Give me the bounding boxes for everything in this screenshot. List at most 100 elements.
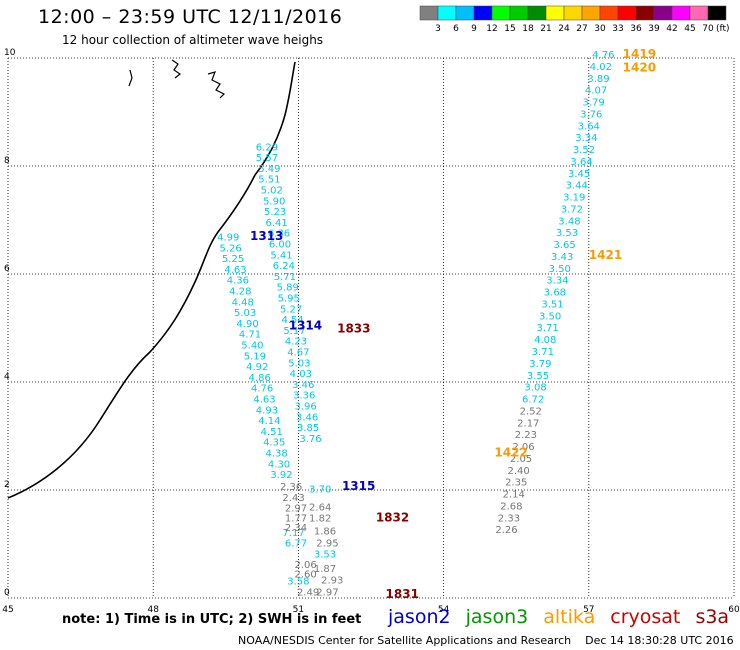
wave-height-value: 3.48: [558, 216, 580, 227]
x-tick-label: 54: [438, 605, 450, 615]
wave-height-value: 2.05: [510, 454, 532, 465]
wave-height-value: 3.96: [295, 402, 317, 413]
wave-height-value: 4.99: [217, 233, 239, 244]
wave-height-value: 5.17: [283, 326, 305, 337]
wave-height-value: 1.82: [309, 513, 331, 524]
colorbar-tick-label: 3: [435, 24, 441, 34]
wave-height-value: 1.77: [285, 513, 307, 524]
wave-height-value: 3.70: [309, 485, 331, 496]
wave-height-value: 1.87: [314, 564, 336, 575]
wave-height-value: 3.44: [566, 181, 588, 192]
wave-height-value: 4.03: [290, 369, 312, 380]
wave-height-value: 5.23: [264, 207, 286, 218]
satellite-legend: jason2 jason3 altika cryosat s3a: [388, 606, 738, 628]
wave-height-value: 4.51: [261, 427, 283, 438]
wave-height-value: 2.52: [520, 406, 542, 417]
colorbar-tick-label: 21: [540, 24, 551, 34]
page-subtitle: 12 hour collection of altimeter wave hei…: [62, 33, 324, 47]
wave-height-value: 4.54: [281, 315, 303, 326]
wave-height-value: 5.71: [274, 272, 296, 283]
wave-height-value: 3.71: [537, 323, 559, 334]
wave-height-value: 3.55: [527, 371, 549, 382]
x-tick-label: 57: [583, 605, 594, 615]
wave-height-value: 6.77: [285, 539, 307, 550]
pass-time-label: 1832: [376, 510, 409, 524]
wave-height-value: 3.53: [314, 550, 336, 561]
wave-height-value: 2.33: [498, 513, 520, 524]
wave-height-value: 5.25: [222, 254, 244, 265]
pass-time-label: 1314: [289, 319, 322, 333]
pass-time-label: 1833: [337, 321, 370, 335]
y-tick-label: 4: [4, 372, 10, 382]
wave-height-value: 3.85: [297, 423, 319, 434]
wave-height-value: 4.63: [224, 265, 246, 276]
pass-time-label: 1419: [623, 47, 656, 61]
satellite-s3a: s3a: [695, 606, 730, 628]
wave-height-value: 4.14: [258, 416, 280, 427]
wave-height-value: 2.64: [309, 503, 331, 514]
wave-height-value: 3.76: [580, 109, 602, 120]
wave-height-value: 3.34: [575, 133, 597, 144]
page-title: 12:00 – 23:59 UTC 12/11/2016: [38, 6, 343, 28]
wave-height-value: 3.79: [583, 98, 605, 109]
wave-height-value: 2.35: [505, 478, 527, 489]
wave-height-value: 3.08: [524, 383, 546, 394]
wave-height-value: 4.08: [534, 335, 556, 346]
wave-height-value: 3.92: [270, 470, 292, 481]
wave-height-value: 4.93: [256, 405, 278, 416]
wave-height-value: 2.68: [500, 501, 522, 512]
colorbar-unit-label: (ft): [716, 24, 730, 34]
wave-height-value: 5.03: [288, 358, 310, 369]
wave-height-value: 6.29: [256, 142, 278, 153]
wave-height-value: 5.03: [234, 308, 256, 319]
wave-height-value: 3.53: [556, 228, 578, 239]
y-tick-label: 2: [4, 480, 10, 490]
wave-height-value: 2.95: [316, 539, 338, 550]
pass-time-label: 1422: [494, 446, 527, 460]
wave-height-value: 5.19: [244, 351, 266, 362]
wave-height-value: 4.92: [246, 362, 268, 373]
wave-height-value: 4.67: [287, 348, 309, 359]
wave-height-value: 3.68: [544, 288, 566, 299]
y-tick-label: 0: [4, 588, 10, 598]
colorbar-tick-label: 33: [612, 24, 623, 34]
wave-height-value: 2.06: [512, 442, 534, 453]
wave-height-value: 4.76: [592, 50, 614, 61]
pass-time-label: 1831: [386, 587, 419, 601]
wave-height-value: 2.14: [503, 490, 525, 501]
wave-height-value: 2.17: [517, 418, 539, 429]
wave-height-value: 6.00: [269, 240, 291, 251]
colorbar-tick-label: 39: [648, 24, 660, 34]
y-tick-label: 8: [4, 156, 10, 166]
wave-height-value: 2.06: [295, 560, 317, 571]
wave-height-value: 3.34: [546, 276, 568, 287]
wave-height-value: 5.90: [263, 196, 285, 207]
wave-height-value: 5.02: [261, 186, 283, 197]
y-tick-label: 6: [4, 264, 10, 274]
wave-height-value: 3.52: [573, 145, 595, 156]
footer-note: note: 1) Time is in UTC; 2) SWH is in fe…: [62, 612, 362, 627]
wave-height-value: 4.36: [227, 276, 249, 287]
colorbar-tick-label: 9: [471, 24, 477, 34]
wave-height-value: 5.27: [280, 304, 302, 315]
wave-height-value: 6.36: [268, 229, 290, 240]
colorbar-tick-label: 70: [702, 24, 714, 34]
wave-height-value: 4.38: [265, 449, 287, 460]
wave-height-value: 4.30: [268, 459, 290, 470]
colorbar-tick-label: 12: [486, 24, 497, 34]
wave-height-value: 5.89: [277, 283, 299, 294]
wave-height-value: 3.43: [551, 252, 573, 263]
x-tick-label: 48: [147, 605, 159, 615]
x-tick-label: 45: [2, 605, 13, 615]
wave-height-value: 2.36: [280, 482, 302, 493]
wave-height-value: 4.07: [585, 86, 607, 97]
wave-height-value: 3.45: [568, 169, 590, 180]
colorbar-tick-label: 36: [630, 24, 642, 34]
pass-time-label: 1313: [250, 229, 283, 243]
wave-height-value: 5.49: [258, 164, 280, 175]
wave-height-value: 4.28: [229, 287, 251, 298]
wave-height-value: 3.50: [539, 311, 561, 322]
wave-height-value: 3.79: [529, 359, 551, 370]
wave-height-value: 4.71: [239, 330, 261, 341]
